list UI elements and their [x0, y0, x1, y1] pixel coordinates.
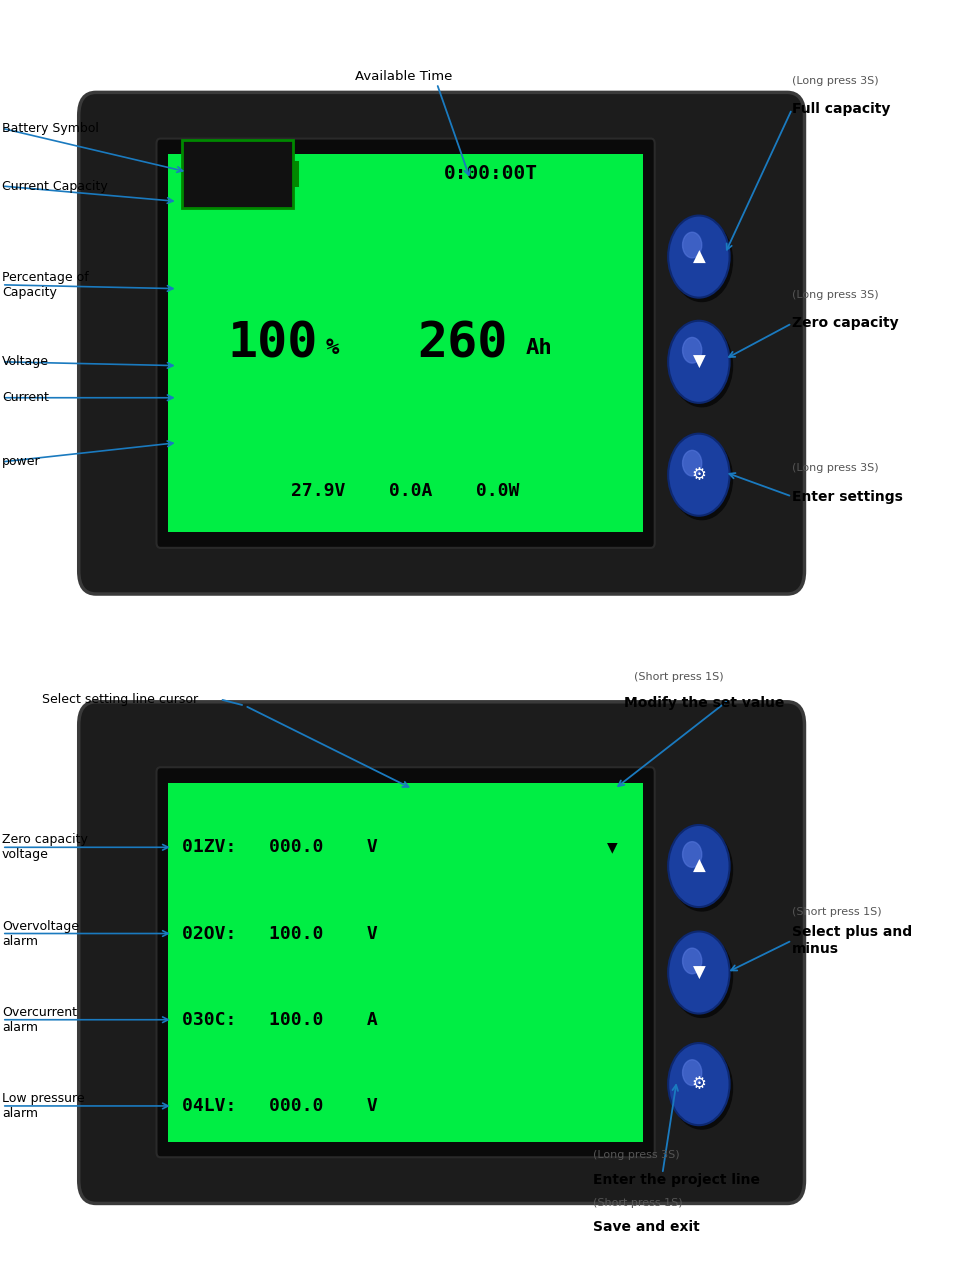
Text: 01ZV:   000.0    V: 01ZV: 000.0 V [182, 838, 378, 856]
FancyBboxPatch shape [79, 702, 804, 1203]
Text: Overvoltage
alarm: Overvoltage alarm [2, 920, 79, 948]
Circle shape [683, 232, 702, 258]
Text: Save and exit: Save and exit [593, 1220, 700, 1233]
Text: 260: 260 [418, 319, 508, 367]
Text: %: % [325, 339, 339, 358]
Text: Low pressure
alarm: Low pressure alarm [2, 1092, 84, 1120]
Text: (Long press 3S): (Long press 3S) [792, 463, 878, 473]
Text: Voltage: Voltage [2, 355, 49, 368]
Text: Enter the project line: Enter the project line [593, 1174, 760, 1187]
FancyBboxPatch shape [182, 140, 293, 208]
Text: Select setting line cursor: Select setting line cursor [42, 693, 199, 706]
Circle shape [671, 219, 732, 302]
Circle shape [668, 825, 730, 907]
Text: Current Capacity: Current Capacity [2, 180, 108, 192]
Text: ▲: ▲ [692, 857, 706, 875]
Text: 27.9V    0.0A    0.0W: 27.9V 0.0A 0.0W [292, 482, 519, 500]
Text: 0:00:00T: 0:00:00T [444, 164, 539, 183]
Text: Enter settings: Enter settings [792, 490, 902, 503]
Circle shape [683, 450, 702, 476]
Text: Battery Symbol: Battery Symbol [2, 122, 99, 135]
Text: Modify the set value: Modify the set value [624, 697, 784, 709]
Circle shape [683, 1060, 702, 1085]
Text: power: power [2, 455, 40, 468]
FancyBboxPatch shape [156, 139, 655, 548]
Circle shape [671, 1047, 732, 1129]
Text: Ah: Ah [525, 339, 552, 358]
Text: (Long press 3S): (Long press 3S) [792, 290, 878, 300]
FancyBboxPatch shape [168, 783, 643, 1142]
Circle shape [668, 931, 730, 1014]
Text: ▼: ▼ [692, 353, 706, 371]
Circle shape [683, 337, 702, 363]
Circle shape [671, 325, 732, 407]
FancyBboxPatch shape [79, 92, 804, 594]
Text: (Long press 3S): (Long press 3S) [593, 1150, 680, 1160]
Text: (Short press 1S): (Short press 1S) [792, 907, 881, 917]
Circle shape [668, 321, 730, 403]
Circle shape [683, 842, 702, 867]
Text: (Short press 1S): (Short press 1S) [634, 672, 723, 683]
Text: Select plus and
minus: Select plus and minus [792, 925, 912, 956]
Text: Available Time: Available Time [355, 71, 452, 83]
Circle shape [671, 438, 732, 520]
Text: ▼: ▼ [692, 964, 706, 981]
Text: Percentage of
Capacity: Percentage of Capacity [2, 271, 88, 299]
Text: Full capacity: Full capacity [792, 103, 890, 115]
FancyBboxPatch shape [168, 154, 643, 532]
Text: (Short press 1S): (Short press 1S) [593, 1198, 683, 1209]
Text: (Long press 3S): (Long press 3S) [792, 76, 878, 86]
Circle shape [668, 434, 730, 516]
Text: 030C:   100.0    A: 030C: 100.0 A [182, 1011, 378, 1029]
Circle shape [671, 829, 732, 911]
Text: ⚙: ⚙ [691, 1075, 707, 1093]
Text: ⚙: ⚙ [691, 466, 707, 484]
Text: 04LV:   000.0    V: 04LV: 000.0 V [182, 1097, 378, 1115]
Text: ▼: ▼ [607, 840, 617, 854]
Circle shape [668, 1043, 730, 1125]
Text: 100: 100 [228, 319, 318, 367]
Text: Current: Current [2, 391, 49, 404]
FancyBboxPatch shape [156, 767, 655, 1157]
Text: 02OV:   100.0    V: 02OV: 100.0 V [182, 925, 378, 943]
Text: Zero capacity: Zero capacity [792, 317, 899, 330]
Text: Zero capacity
voltage: Zero capacity voltage [2, 833, 87, 861]
Text: Overcurrent
alarm: Overcurrent alarm [2, 1006, 77, 1034]
Circle shape [668, 216, 730, 298]
Circle shape [683, 948, 702, 974]
Bar [293, 160, 299, 187]
Circle shape [671, 935, 732, 1017]
Text: ▲: ▲ [692, 248, 706, 266]
